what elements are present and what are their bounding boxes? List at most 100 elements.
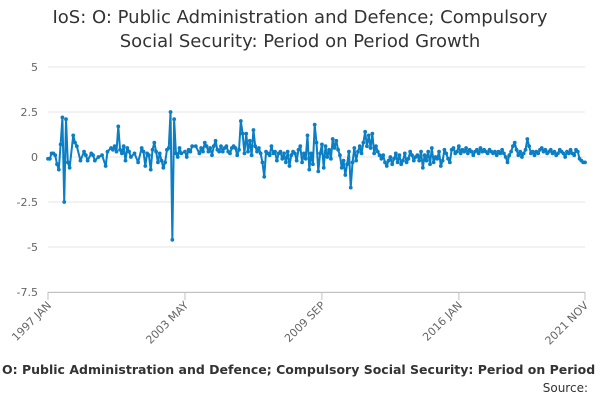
data-point[interactable] <box>159 158 164 163</box>
data-point[interactable] <box>224 144 229 149</box>
data-point[interactable] <box>523 147 528 152</box>
data-point[interactable] <box>292 151 297 156</box>
data-point[interactable] <box>498 151 503 156</box>
data-point[interactable] <box>62 200 67 204</box>
data-point[interactable] <box>437 149 441 154</box>
data-point[interactable] <box>518 149 523 154</box>
data-point[interactable] <box>161 165 166 170</box>
data-point[interactable] <box>361 140 366 145</box>
data-point[interactable] <box>575 149 580 154</box>
data-point[interactable] <box>474 147 479 152</box>
data-point[interactable] <box>112 144 117 149</box>
data-point[interactable] <box>116 124 121 129</box>
data-point[interactable] <box>307 167 312 172</box>
data-point[interactable] <box>172 117 177 122</box>
data-point[interactable] <box>163 160 168 165</box>
data-point[interactable] <box>147 153 151 158</box>
data-point[interactable] <box>242 151 247 156</box>
data-point[interactable] <box>539 146 544 150</box>
data-point[interactable] <box>464 146 468 150</box>
data-point[interactable] <box>78 158 83 163</box>
data-point[interactable] <box>175 155 180 159</box>
data-point[interactable] <box>354 158 359 163</box>
data-point[interactable] <box>465 151 470 156</box>
data-point[interactable] <box>249 153 254 158</box>
data-point[interactable] <box>193 144 198 149</box>
data-point[interactable] <box>141 149 146 154</box>
data-point[interactable] <box>381 153 386 158</box>
data-point[interactable] <box>424 158 429 163</box>
data-point[interactable] <box>502 151 506 156</box>
data-point[interactable] <box>568 147 573 152</box>
data-point[interactable] <box>305 133 310 138</box>
data-point[interactable] <box>85 158 90 163</box>
data-point[interactable] <box>404 160 409 165</box>
data-point[interactable] <box>251 128 256 132</box>
data-point[interactable] <box>274 158 279 163</box>
data-point[interactable] <box>552 149 557 154</box>
data-point[interactable] <box>128 155 133 159</box>
data-point[interactable] <box>228 151 232 156</box>
data-point[interactable] <box>320 142 324 147</box>
data-point[interactable] <box>65 160 70 165</box>
data-point[interactable] <box>246 149 250 154</box>
data-point[interactable] <box>233 146 238 150</box>
data-point[interactable] <box>406 156 411 161</box>
data-point[interactable] <box>438 164 443 168</box>
data-point[interactable] <box>168 110 173 114</box>
data-point[interactable] <box>220 149 225 154</box>
data-point[interactable] <box>325 155 330 159</box>
data-point[interactable] <box>143 164 148 168</box>
data-point[interactable] <box>493 149 497 154</box>
data-point[interactable] <box>327 147 332 152</box>
data-point[interactable] <box>447 160 452 165</box>
data-point[interactable] <box>368 146 373 150</box>
data-point[interactable] <box>509 149 514 154</box>
data-point[interactable] <box>82 149 86 154</box>
data-point[interactable] <box>395 160 400 165</box>
data-point[interactable] <box>516 153 521 158</box>
data-point[interactable] <box>278 149 283 154</box>
data-point[interactable] <box>563 155 568 159</box>
data-point[interactable] <box>56 167 61 172</box>
data-point[interactable] <box>260 160 265 165</box>
data-point[interactable] <box>283 160 288 165</box>
data-point[interactable] <box>343 173 348 177</box>
data-point[interactable] <box>556 151 560 156</box>
data-point[interactable] <box>213 138 218 143</box>
data-point[interactable] <box>123 158 128 163</box>
data-point[interactable] <box>316 169 321 174</box>
data-point[interactable] <box>363 129 368 134</box>
data-point[interactable] <box>296 147 301 152</box>
data-point[interactable] <box>417 158 422 163</box>
data-point[interactable] <box>303 156 308 161</box>
data-point[interactable] <box>390 162 395 167</box>
data-point[interactable] <box>507 153 512 158</box>
data-point[interactable] <box>179 151 184 156</box>
data-point[interactable] <box>348 185 353 190</box>
data-point[interactable] <box>458 151 463 156</box>
data-point[interactable] <box>132 151 137 156</box>
data-point[interactable] <box>532 153 537 158</box>
data-point[interactable] <box>235 153 240 158</box>
data-point[interactable] <box>548 147 553 152</box>
data-point[interactable] <box>197 151 202 156</box>
data-point[interactable] <box>402 151 407 156</box>
data-point[interactable] <box>455 149 459 154</box>
data-point[interactable] <box>121 144 126 149</box>
data-point[interactable] <box>334 138 339 143</box>
data-point[interactable] <box>332 146 337 150</box>
data-point[interactable] <box>442 147 447 152</box>
data-point[interactable] <box>411 158 416 163</box>
data-point[interactable] <box>74 144 79 149</box>
data-point[interactable] <box>583 160 587 165</box>
data-point[interactable] <box>392 156 396 161</box>
data-point[interactable] <box>339 165 344 170</box>
data-point[interactable] <box>298 144 303 149</box>
data-point[interactable] <box>67 165 72 170</box>
data-point[interactable] <box>199 146 204 150</box>
data-point[interactable] <box>357 144 362 149</box>
data-point[interactable] <box>530 149 535 154</box>
data-point[interactable] <box>273 149 277 154</box>
data-point[interactable] <box>500 147 505 152</box>
